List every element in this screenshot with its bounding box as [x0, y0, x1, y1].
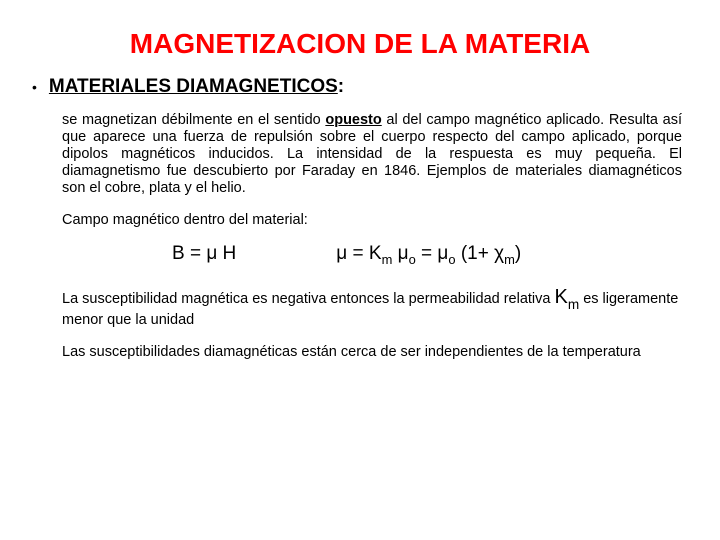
- para3-K: K: [555, 286, 568, 308]
- para3-km: Km: [555, 286, 580, 308]
- eq2-mid2: = μ: [416, 243, 449, 264]
- body: se magnetizan débilmente en el sentido o…: [62, 112, 682, 361]
- slide-title: MAGNETIZACION DE LA MATERIA: [38, 28, 682, 60]
- formula-row: B = μ H μ = Km μo = μo (1+ χm): [62, 243, 682, 267]
- bullet-item: • MATERIALES DIAMAGNETICOS:: [38, 76, 682, 98]
- eq2-mid3: (1+ χ: [456, 243, 505, 264]
- paragraph-3: La susceptibilidad magnética es negativa…: [62, 286, 682, 329]
- paragraph-1: se magnetizan débilmente en el sentido o…: [62, 112, 682, 198]
- eq2-sub4: m: [504, 252, 515, 267]
- eq2-sub3: o: [448, 252, 455, 267]
- formula-eq2: μ = Km μo = μo (1+ χm): [336, 243, 521, 267]
- eq2-sub1: m: [382, 252, 393, 267]
- para1-pre: se magnetizan débilmente en el sentido: [62, 112, 325, 128]
- section-heading-wrap: MATERIALES DIAMAGNETICOS:: [49, 76, 344, 98]
- formula-eq1: B = μ H: [172, 243, 236, 265]
- eq2-tail: ): [515, 243, 521, 264]
- para3-m: m: [568, 297, 579, 312]
- paragraph-2: Campo magnético dentro del material:: [62, 212, 682, 229]
- bullet-dot: •: [32, 76, 37, 98]
- para1-opuesto: opuesto: [325, 112, 381, 128]
- section-heading: MATERIALES DIAMAGNETICOS: [49, 76, 338, 97]
- paragraph-4: Las susceptibilidades diamagnéticas está…: [62, 344, 682, 361]
- para3-pre: La susceptibilidad magnética es negativa…: [62, 291, 555, 307]
- eq2-mid1: μ: [392, 243, 408, 264]
- section-colon: :: [338, 76, 344, 97]
- eq2-sub2: o: [409, 252, 416, 267]
- slide: MAGNETIZACION DE LA MATERIA • MATERIALES…: [0, 0, 720, 540]
- eq2-lead: μ = K: [336, 243, 381, 264]
